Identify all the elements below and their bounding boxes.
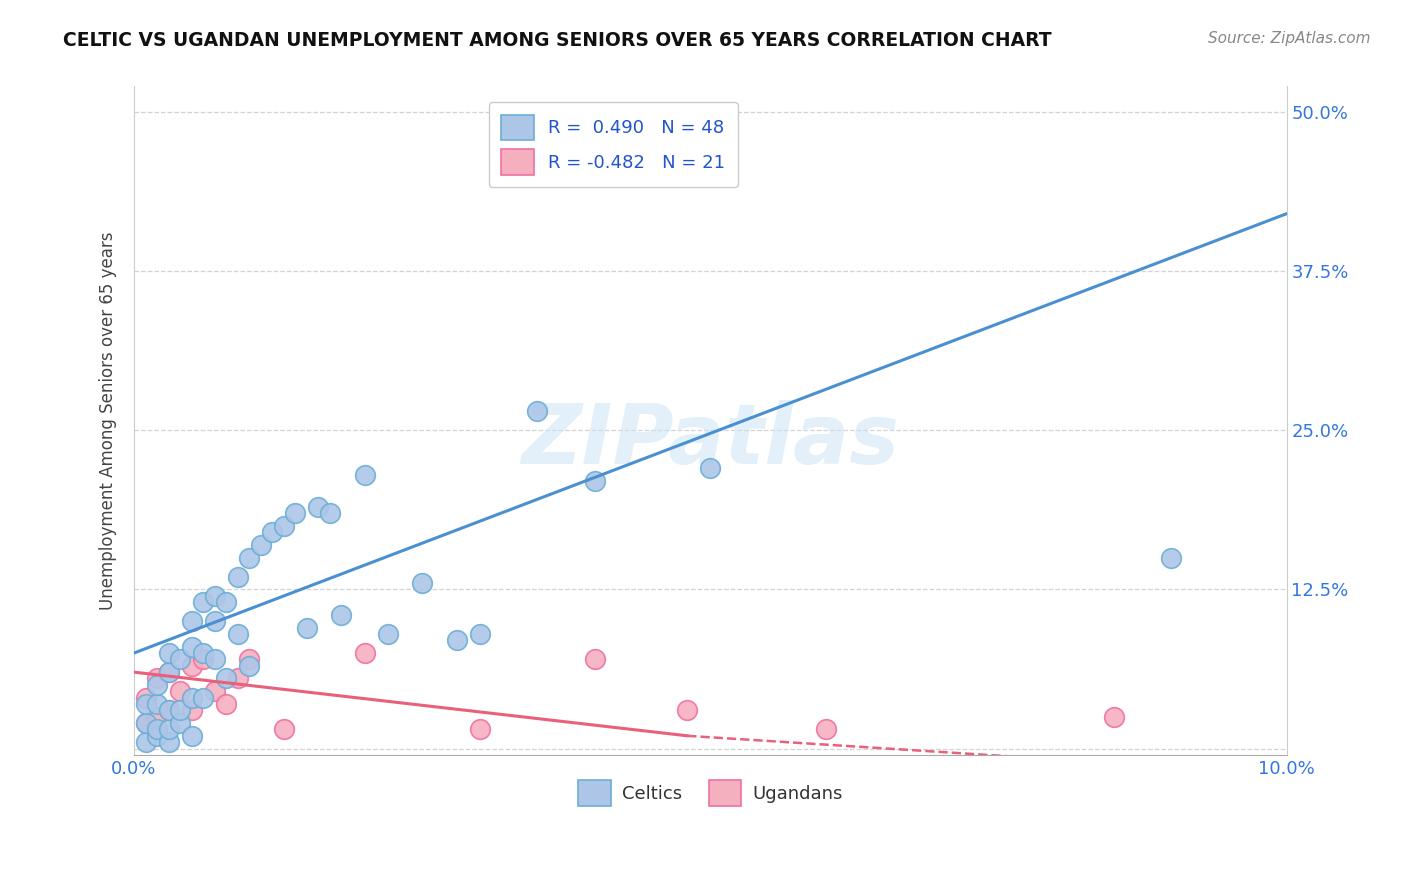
Point — [353, 467, 375, 482]
Point — [583, 474, 606, 488]
Point — [238, 658, 260, 673]
Point — [157, 703, 180, 717]
Point — [295, 621, 318, 635]
Y-axis label: Unemployment Among Seniors over 65 years: Unemployment Among Seniors over 65 years — [100, 231, 117, 610]
Point — [157, 646, 180, 660]
Point — [238, 652, 260, 666]
Point — [157, 703, 180, 717]
Point — [180, 614, 202, 628]
Point — [135, 697, 157, 711]
Point — [135, 735, 157, 749]
Point — [180, 690, 202, 705]
Point — [284, 506, 307, 520]
Point — [249, 538, 271, 552]
Point — [180, 640, 202, 654]
Point — [319, 506, 342, 520]
Point — [146, 672, 169, 686]
Legend: Celtics, Ugandans: Celtics, Ugandans — [571, 772, 849, 813]
Point — [135, 716, 157, 731]
Point — [180, 658, 202, 673]
Text: ZIPatlas: ZIPatlas — [522, 401, 900, 481]
Point — [169, 716, 191, 731]
Point — [146, 697, 169, 711]
Point — [215, 697, 238, 711]
Point — [146, 709, 169, 723]
Point — [262, 524, 284, 539]
Text: CELTIC VS UGANDAN UNEMPLOYMENT AMONG SENIORS OVER 65 YEARS CORRELATION CHART: CELTIC VS UGANDAN UNEMPLOYMENT AMONG SEN… — [63, 31, 1052, 50]
Point — [411, 576, 433, 591]
Point — [226, 672, 249, 686]
Point — [468, 723, 491, 737]
Point — [204, 684, 226, 698]
Point — [204, 652, 226, 666]
Point — [157, 665, 180, 680]
Point — [146, 729, 169, 743]
Point — [135, 690, 157, 705]
Point — [180, 729, 202, 743]
Point — [446, 633, 468, 648]
Point — [583, 652, 606, 666]
Point — [180, 703, 202, 717]
Point — [193, 646, 215, 660]
Point — [226, 569, 249, 583]
Point — [146, 723, 169, 737]
Point — [699, 461, 721, 475]
Point — [526, 404, 548, 418]
Point — [157, 735, 180, 749]
Point — [377, 627, 399, 641]
Point — [353, 646, 375, 660]
Point — [204, 589, 226, 603]
Point — [273, 723, 295, 737]
Point — [169, 652, 191, 666]
Point — [146, 678, 169, 692]
Point — [193, 595, 215, 609]
Point — [215, 595, 238, 609]
Point — [193, 690, 215, 705]
Point — [204, 614, 226, 628]
Point — [307, 500, 329, 514]
Text: Source: ZipAtlas.com: Source: ZipAtlas.com — [1208, 31, 1371, 46]
Point — [169, 703, 191, 717]
Point — [273, 518, 295, 533]
Point — [814, 723, 837, 737]
Point — [238, 550, 260, 565]
Point — [193, 652, 215, 666]
Point — [169, 684, 191, 698]
Point — [676, 703, 699, 717]
Point — [135, 716, 157, 731]
Point — [468, 627, 491, 641]
Point — [157, 665, 180, 680]
Point — [330, 607, 353, 622]
Point — [226, 627, 249, 641]
Point — [215, 672, 238, 686]
Point — [157, 723, 180, 737]
Point — [1102, 709, 1125, 723]
Point — [1160, 550, 1182, 565]
